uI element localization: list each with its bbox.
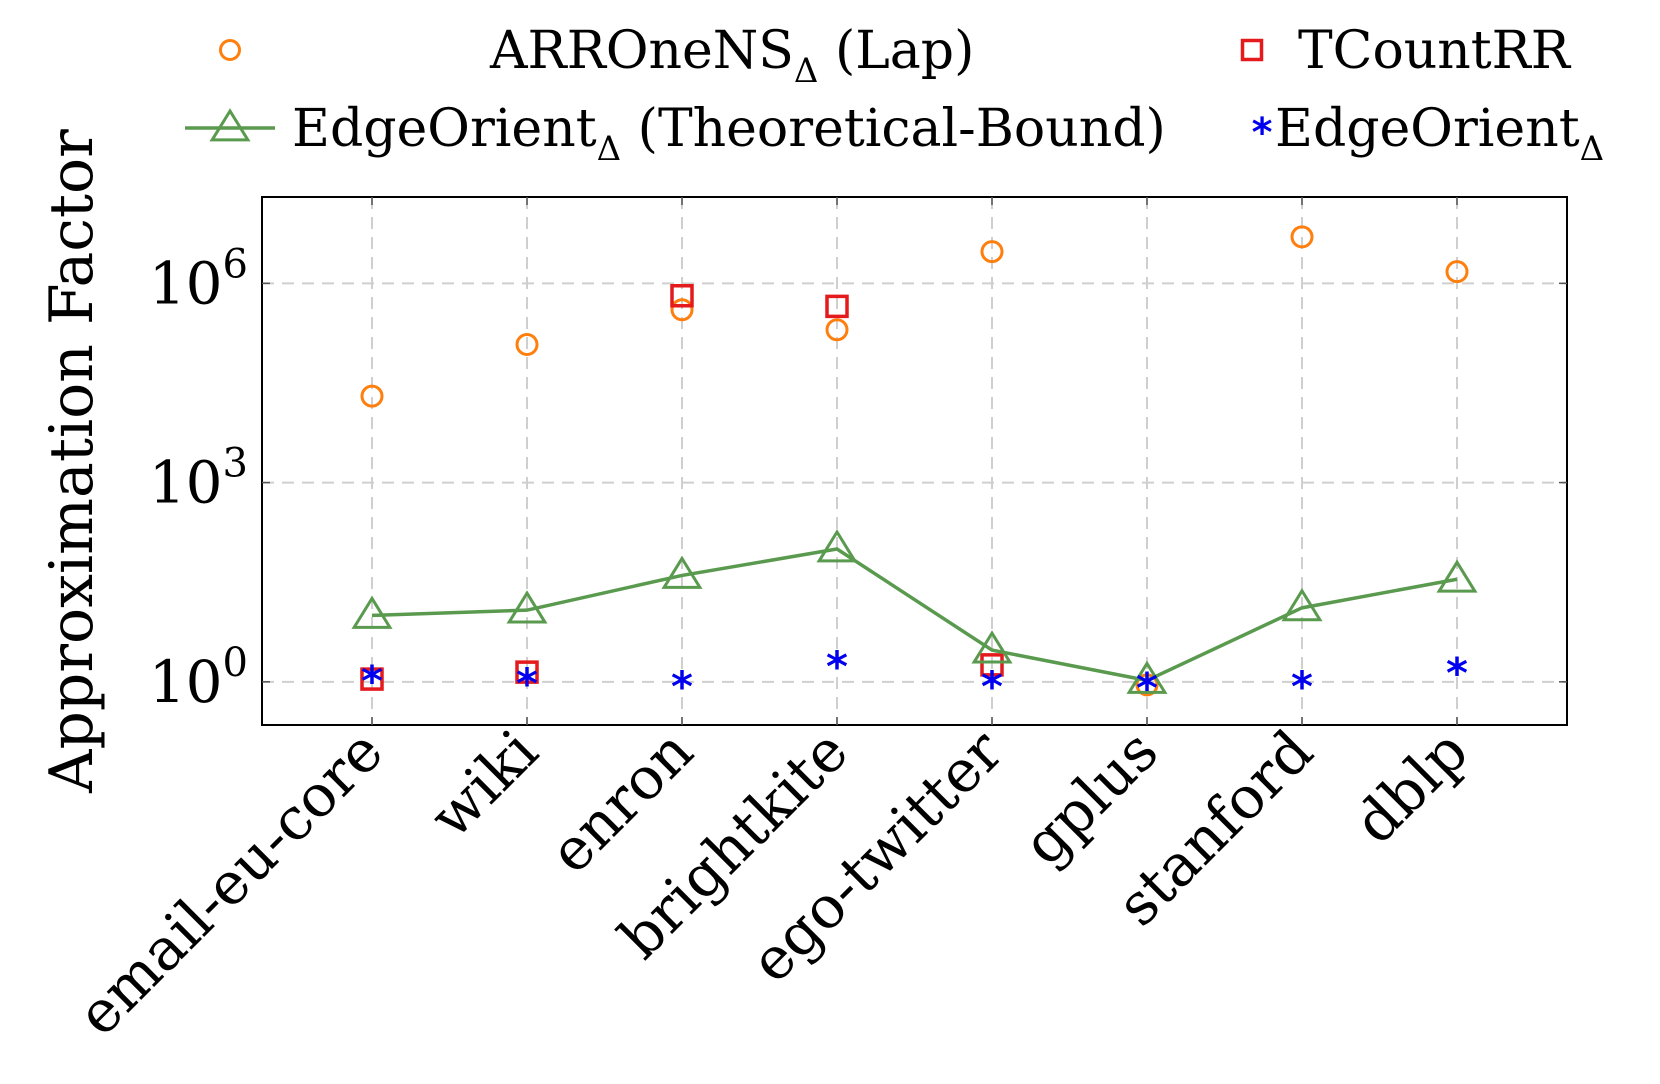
legend-marker: [1240, 38, 1264, 62]
data-point: *: [826, 642, 848, 691]
legend-marker: [209, 108, 251, 142]
grid: [262, 197, 1567, 725]
data-point: [515, 660, 539, 684]
data-point: [980, 653, 1004, 677]
data-point: [670, 298, 694, 322]
data-point: [1126, 660, 1168, 694]
data-point: [1135, 673, 1159, 697]
y-tick-base: 10: [149, 249, 223, 317]
x-tick-label: email-eu-core: [64, 717, 396, 1049]
legend-label: EdgeOrientΔ (Theoretical-Bound): [292, 99, 1166, 169]
legend-suffix: (Lap): [818, 21, 974, 81]
legend-suffix: (Theoretical-Bound): [621, 99, 1166, 159]
legend-name: ARROneNS: [489, 21, 794, 81]
data-point: *: [981, 662, 1003, 711]
y-axis-label: Approximation Factor: [37, 129, 107, 794]
plot-area-frame: [261, 196, 1568, 726]
data-point: [360, 667, 384, 691]
legend-name: TCountRR: [1298, 21, 1572, 81]
data-point: [515, 332, 539, 356]
data-point: [506, 590, 548, 624]
series-3: * * * * * * * *: [361, 642, 1468, 712]
legend-marker: [219, 39, 241, 61]
y-tick-label: 100: [149, 640, 248, 716]
data-point: [1281, 587, 1323, 622]
series-2: [351, 529, 1478, 694]
data-point: [980, 240, 1004, 264]
data-point: [971, 630, 1013, 664]
data-point: [670, 284, 694, 308]
legend-subscript: Δ: [597, 129, 622, 169]
y-tick-label: 106: [149, 241, 248, 317]
legend-subscript: Δ: [1580, 129, 1605, 169]
data-point: *: [1291, 662, 1313, 711]
x-tick-label: wiki: [417, 717, 551, 851]
series-1: [360, 284, 1004, 691]
data-point: [825, 294, 849, 319]
legend-entry: TCountRR: [1240, 21, 1572, 81]
y-tick-exponent: 3: [223, 441, 248, 487]
y-tick-base: 10: [149, 648, 223, 716]
legend-subscript: Δ: [794, 51, 819, 91]
data-point: [360, 384, 384, 408]
data-point: [1436, 559, 1478, 593]
legend-entry: ARROneNSΔ (Lap): [219, 21, 974, 91]
legend-label: EdgeOrientΔ: [1275, 99, 1604, 169]
legend-name: EdgeOrient: [292, 99, 597, 159]
data-point: *: [361, 657, 383, 706]
data-point: *: [1446, 648, 1468, 697]
data-point: [351, 595, 393, 629]
legend-entry: * EdgeOrientΔ: [1252, 99, 1605, 169]
data-point: [661, 555, 703, 589]
series-0: [360, 225, 1469, 697]
data-point: [825, 318, 849, 342]
series-line: [371, 547, 1458, 683]
y-tick-exponent: 0: [223, 640, 248, 686]
data-point: [816, 529, 858, 563]
legend-marker: *: [1252, 110, 1273, 156]
legend-name: EdgeOrient: [1275, 99, 1580, 159]
data-point: *: [671, 662, 693, 711]
y-tick-exponent: 6: [223, 241, 248, 287]
legend-label: TCountRR: [1298, 21, 1572, 81]
legend-entry: EdgeOrientΔ (Theoretical-Bound): [185, 99, 1166, 169]
x-tick-label: dblp: [1341, 717, 1481, 857]
y-tick-base: 10: [149, 449, 223, 517]
data-point: *: [1136, 663, 1158, 712]
data-point: [1445, 260, 1469, 284]
data-point: [1290, 225, 1314, 249]
series-layer: * * * * * * * *: [351, 225, 1478, 712]
legend-label: ARROneNSΔ (Lap): [489, 21, 974, 91]
y-tick-label: 103: [149, 441, 248, 517]
data-point: *: [516, 659, 538, 708]
